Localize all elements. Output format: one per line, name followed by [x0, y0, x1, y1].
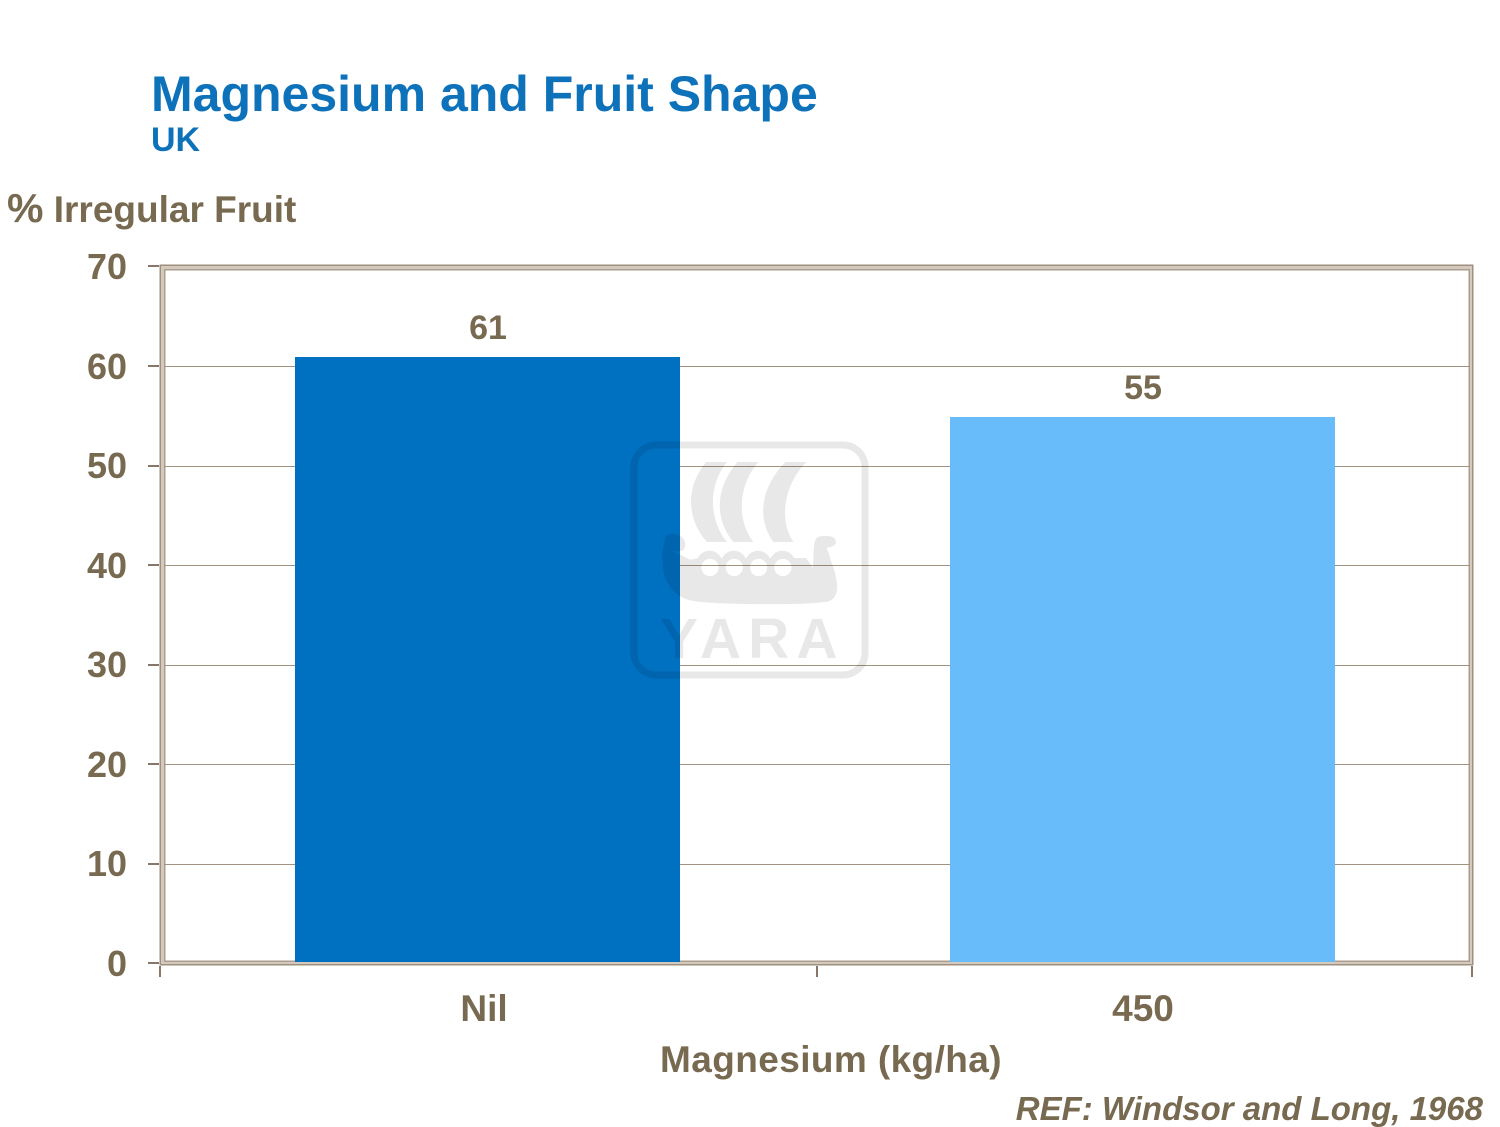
svg-text:YARA: YARA [660, 607, 838, 671]
